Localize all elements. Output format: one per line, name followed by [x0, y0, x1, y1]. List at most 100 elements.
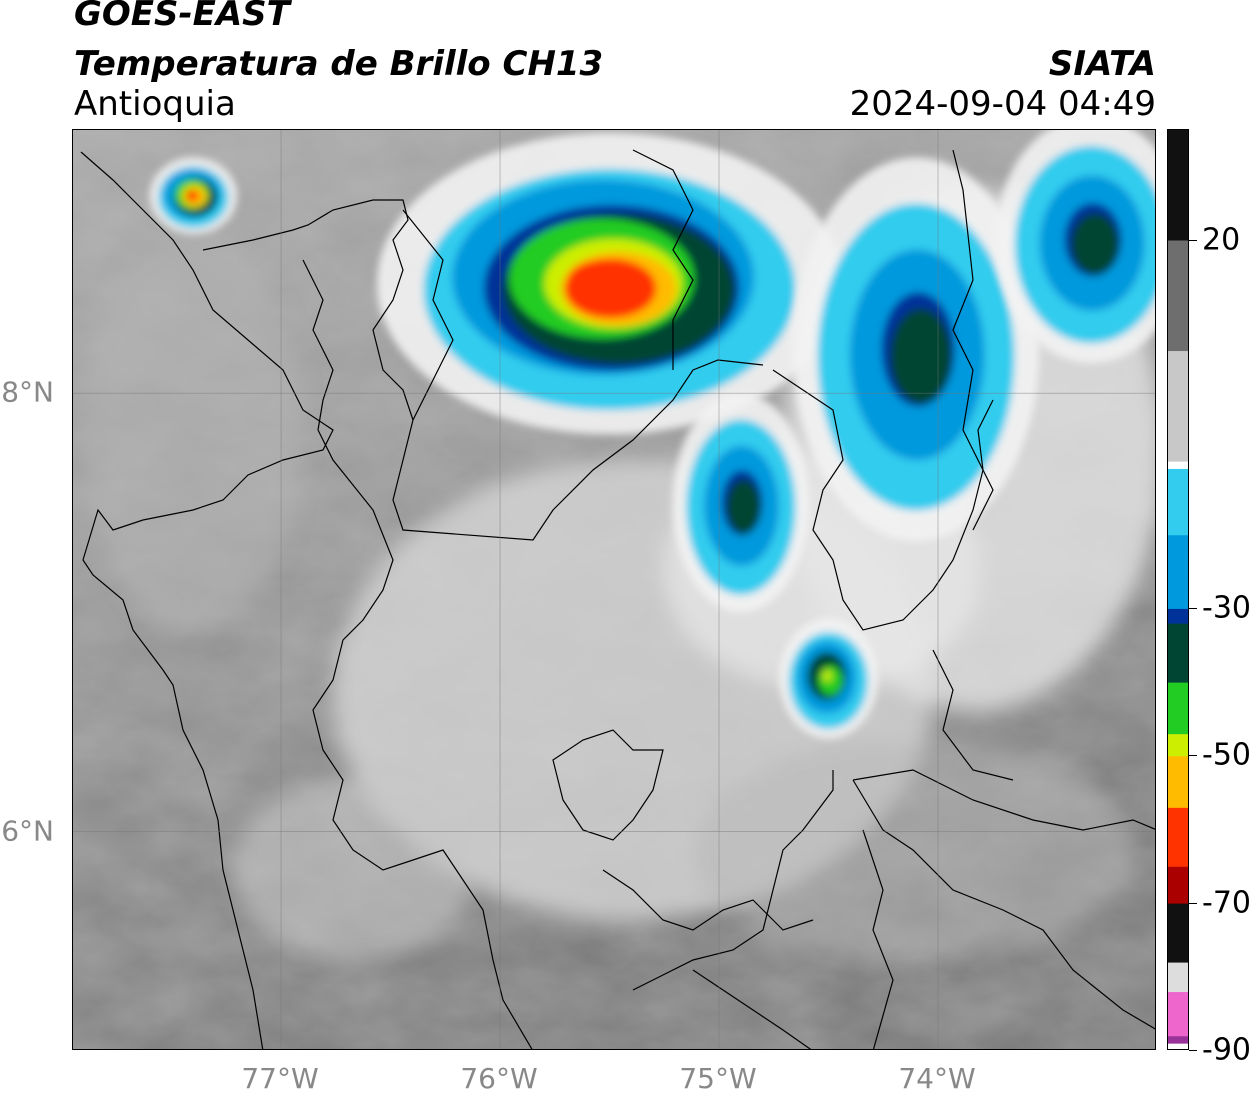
colorbar-segment [1168, 925, 1188, 934]
colorbar-segment [1168, 358, 1188, 367]
colorbar-segment [1168, 262, 1188, 271]
colorbar-segment [1168, 233, 1188, 242]
colorbar-segment [1168, 704, 1188, 713]
satellite-map [72, 129, 1156, 1050]
colorbar-segment [1168, 1006, 1188, 1015]
colorbar-segment [1168, 549, 1188, 558]
colorbar-segment [1168, 424, 1188, 433]
colorbar-segment [1168, 306, 1188, 315]
colorbar-segment [1168, 365, 1188, 374]
colorbar-segment [1168, 159, 1188, 168]
colorbar-segment [1168, 247, 1188, 256]
cell-far-northeast [995, 130, 1155, 363]
colorbar-segment [1168, 468, 1188, 477]
region-title: Antioquia [74, 84, 236, 124]
colorbar-segment [1168, 269, 1188, 278]
map-gridlines [73, 130, 1155, 1049]
colorbar-segment [1168, 631, 1188, 639]
colorbar [1167, 129, 1189, 1050]
municipal-border-5 [862, 829, 894, 1049]
colorbar-segment [1168, 726, 1188, 735]
longitude-label: 77°W [241, 1062, 319, 1095]
colorbar-segment [1168, 837, 1188, 846]
coastline-borders [80, 149, 1155, 1049]
colorbar-segment [1168, 888, 1188, 897]
colorbar-segment [1168, 800, 1188, 809]
colorbar-tick-label: 20 [1202, 222, 1241, 258]
colorbar-segment [1168, 513, 1188, 522]
colorbar-tick-label: -70 [1202, 885, 1251, 921]
colorbar-segment [1168, 984, 1188, 993]
latitude-label: 8°N [1, 375, 54, 409]
colorbar-segment [1168, 343, 1188, 352]
colorbar-segment [1168, 542, 1188, 551]
colorbar-segment [1168, 645, 1188, 654]
colorbar-segment [1168, 498, 1188, 507]
colorbar-segment [1168, 328, 1188, 337]
cell-northwest [149, 157, 238, 235]
colorbar-segment [1168, 586, 1188, 595]
colorbar-segment [1168, 181, 1188, 190]
colorbar-segment [1168, 667, 1188, 676]
municipal-border-3 [602, 869, 814, 931]
colorbar-segment [1168, 748, 1188, 757]
longitude-label: 76°W [460, 1062, 538, 1095]
product-title: Temperatura de Brillo CH13 [74, 44, 604, 84]
colorbar-segment [1168, 572, 1188, 581]
colorbar-segment [1168, 1043, 1188, 1049]
longitude-label: 74°W [898, 1062, 976, 1095]
colorbar-segment [1168, 137, 1188, 146]
colorbar-tick [1189, 902, 1197, 904]
colorbar-segment [1168, 432, 1188, 441]
colorbar-segment [1168, 638, 1188, 647]
colorbar-tick-label: -50 [1202, 737, 1251, 773]
colorbar-segment [1168, 321, 1188, 330]
antioquia-border-west [312, 429, 533, 1049]
colorbar-segment [1168, 660, 1188, 669]
colorbar-segment [1168, 483, 1188, 492]
colorbar-segment [1168, 476, 1188, 485]
colorbar-segment [1168, 218, 1188, 227]
colorbar-tick [1189, 755, 1197, 757]
colorbar-segment [1168, 785, 1188, 794]
gulf-uraba-coast [302, 259, 334, 431]
colorbar-segment [1168, 881, 1188, 890]
colorbar-segment [1168, 203, 1188, 212]
colorbar-segment [1168, 947, 1188, 956]
colorbar-segment [1168, 527, 1188, 536]
municipal-border-1 [632, 149, 694, 370]
colorbar-segment [1168, 557, 1188, 566]
colorbar-segment [1168, 859, 1188, 868]
colorbar-segment [1168, 844, 1188, 853]
colorbar-segment [1168, 402, 1188, 411]
colorbar-segment [1168, 564, 1188, 573]
colorbar-segment [1168, 763, 1188, 772]
colorbar-segment [1168, 962, 1188, 971]
colorbar-segment [1168, 829, 1188, 838]
colorbar-segment [1168, 623, 1188, 632]
colorbar-tick-label: -90 [1202, 1032, 1251, 1068]
colorbar-segment [1168, 1014, 1188, 1023]
colorbar-segment [1168, 152, 1188, 161]
colorbar-segment [1168, 807, 1188, 816]
colorbar-segment [1168, 174, 1188, 183]
colorbar-segment [1168, 911, 1188, 919]
colorbar-segment [1168, 314, 1188, 323]
colorbar-segment [1168, 977, 1188, 986]
colorbar-segment [1168, 793, 1188, 802]
colorbar-segment [1168, 903, 1188, 912]
colorbar-segment [1168, 955, 1188, 964]
colorbar-segment [1168, 822, 1188, 831]
satellite-title: GOES-EAST [74, 0, 290, 34]
colorbar-segment [1168, 188, 1188, 197]
colorbar-segment [1168, 969, 1188, 978]
colorbar-segment [1168, 1021, 1188, 1030]
colorbar-segment [1168, 815, 1188, 824]
colorbar-segment [1168, 594, 1188, 603]
colorbar-segment [1168, 999, 1188, 1008]
colorbar-segment [1168, 225, 1188, 234]
colorbar-segment [1168, 601, 1188, 610]
colorbar-segment [1168, 741, 1188, 750]
cell-north-center [376, 132, 843, 435]
colorbar-segment [1168, 211, 1188, 220]
